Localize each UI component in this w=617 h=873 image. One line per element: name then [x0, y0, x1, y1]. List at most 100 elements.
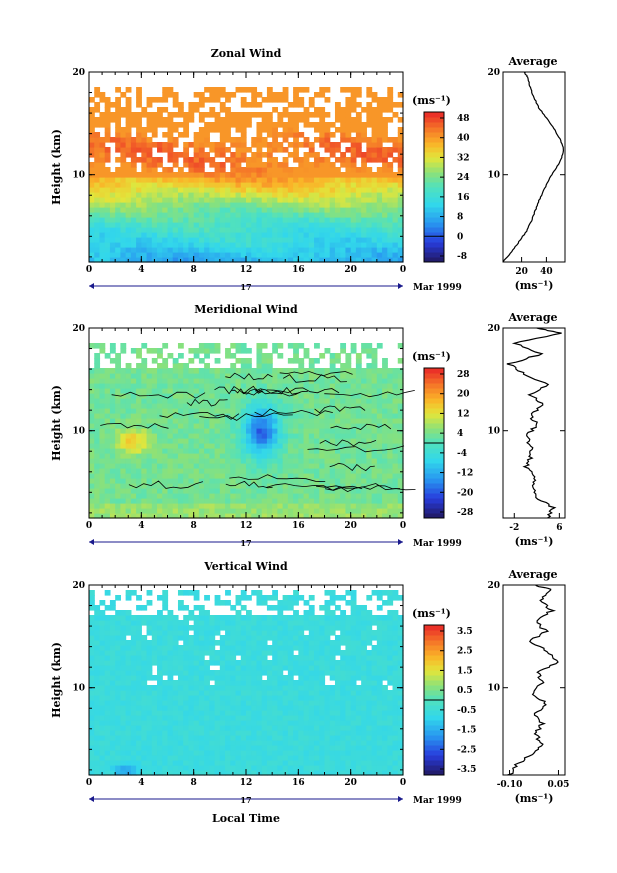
heatmap-cell — [172, 665, 179, 671]
heatmap-cell — [172, 443, 179, 449]
heatmap-cell — [397, 383, 404, 389]
heatmap-cell — [287, 468, 294, 474]
heatmap-cell — [314, 508, 320, 514]
heatmap-cell — [141, 383, 148, 389]
heatmap-cell — [392, 192, 399, 198]
heatmap-cell — [151, 620, 158, 626]
heatmap-cell — [146, 167, 153, 173]
heatmap-cell — [146, 705, 153, 711]
heatmap-cell — [109, 513, 116, 519]
heatmap-cell — [387, 398, 394, 404]
heatmap-cell — [329, 413, 336, 419]
heatmap-cell — [376, 132, 383, 138]
heatmap-cell — [109, 443, 116, 449]
heatmap-cell — [89, 508, 95, 514]
heatmap-cell — [324, 252, 331, 258]
heatmap-cell — [355, 212, 362, 218]
heatmap-cell — [125, 650, 132, 656]
heatmap-cell — [209, 765, 216, 771]
heatmap-cell — [376, 157, 383, 163]
heatmap-cell — [136, 132, 142, 138]
heatmap-cell — [109, 348, 116, 354]
heatmap-cell — [99, 373, 106, 379]
heatmap-cell — [329, 202, 336, 208]
heatmap-cell — [99, 760, 106, 766]
heatmap-cell — [340, 152, 347, 158]
heatmap-cell — [198, 252, 205, 258]
heatmap-cell — [293, 398, 299, 404]
heatmap-cell — [109, 207, 116, 213]
heatmap-cell — [256, 433, 263, 439]
heatmap-cell — [204, 343, 210, 349]
heatmap-cell — [188, 715, 195, 721]
heatmap-cell — [104, 453, 111, 459]
heatmap-cell — [214, 172, 221, 178]
panel-title: Meridional Wind — [194, 303, 298, 316]
heatmap-cell — [183, 700, 190, 706]
heatmap-cell — [230, 620, 237, 626]
heatmap-cell — [104, 705, 111, 711]
heatmap-cell — [136, 122, 142, 128]
heatmap-cell — [104, 157, 111, 163]
heatmap-cell — [89, 232, 95, 238]
heatmap-cell — [130, 730, 137, 736]
heatmap-cell — [272, 383, 278, 389]
heatmap-cell — [183, 630, 190, 636]
heatmap-cell — [193, 503, 200, 509]
heatmap-cell — [345, 242, 352, 248]
heatmap-cell — [366, 147, 373, 153]
heatmap-cell — [303, 498, 310, 504]
heatmap-cell — [350, 127, 357, 133]
heatmap-cell — [214, 660, 221, 666]
heatmap-cell — [334, 217, 341, 223]
heatmap-cell — [308, 152, 315, 158]
heatmap-cell — [99, 147, 106, 153]
heatmap-cell — [350, 488, 357, 494]
heatmap-cell — [188, 398, 195, 404]
heatmap-cell — [376, 182, 383, 188]
heatmap-cell — [146, 468, 153, 474]
heatmap-cell — [366, 202, 373, 208]
heatmap-cell — [99, 670, 106, 676]
heatmap-cell — [235, 458, 242, 464]
heatmap-cell — [183, 670, 190, 676]
heatmap-cell — [183, 760, 190, 766]
heatmap-cell — [177, 483, 184, 489]
heatmap-cell — [219, 247, 226, 253]
heatmap-cell — [109, 635, 116, 641]
heatmap-cell — [120, 755, 127, 761]
heatmap-cell — [298, 192, 305, 198]
heatmap-cell — [319, 493, 326, 499]
heatmap-cell — [120, 715, 127, 721]
heatmap-cell — [303, 197, 310, 203]
heatmap-cell — [157, 680, 163, 686]
heatmap-cell — [392, 212, 399, 218]
heatmap-cell — [94, 242, 101, 248]
heatmap-cell — [109, 468, 116, 474]
heatmap-cell — [324, 513, 331, 519]
heatmap-cell — [136, 625, 142, 631]
heatmap-cell — [324, 493, 331, 499]
heatmap-cell — [209, 443, 216, 449]
heatmap-cell — [136, 403, 142, 409]
heatmap-cell — [146, 97, 153, 103]
heatmap-cell — [319, 242, 326, 248]
heatmap-cell — [162, 107, 169, 113]
heatmap-cell — [334, 433, 341, 439]
heatmap-cell — [146, 398, 153, 404]
heatmap-cell — [157, 615, 163, 621]
heatmap-cell — [251, 378, 258, 384]
heatmap-cell — [214, 192, 221, 198]
heatmap-cell — [261, 162, 268, 168]
heatmap-cell — [246, 363, 252, 369]
heatmap-cell — [334, 237, 341, 243]
heatmap-cell — [272, 453, 278, 459]
heatmap-cell — [120, 498, 127, 504]
heatmap-cell — [125, 152, 132, 158]
heatmap-cell — [146, 142, 153, 148]
heatmap-cell — [183, 368, 190, 374]
heatmap-cell — [104, 508, 111, 514]
heatmap-cell — [355, 483, 362, 489]
heatmap-cell — [287, 257, 294, 263]
